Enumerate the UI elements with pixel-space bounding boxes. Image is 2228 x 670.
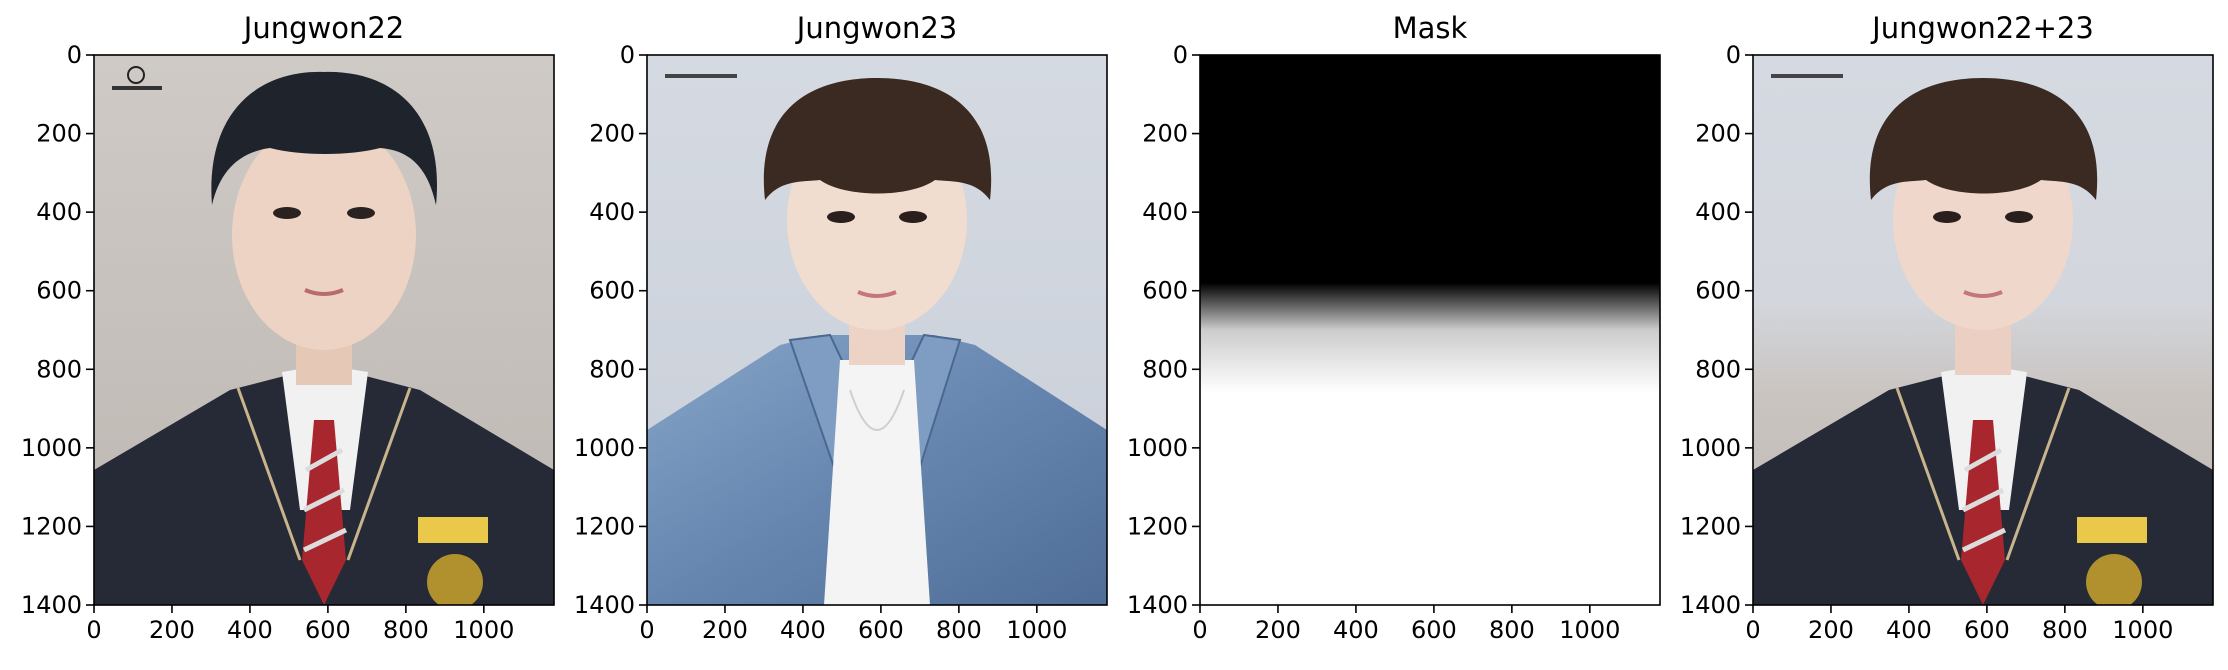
photo-jungwon22	[94, 55, 554, 605]
y-tick-label: 0	[1726, 41, 1741, 69]
y-tick-label: 1000	[1680, 434, 1741, 462]
x-tick-label: 400	[1886, 616, 1932, 644]
logo-mark	[112, 66, 162, 90]
x-tick-label: 1000	[1006, 616, 1067, 644]
y-axis: 0 200 400 600 800 1000 1200 1400	[1680, 41, 1753, 619]
y-tick-label: 1000	[21, 434, 82, 462]
x-tick-label: 1000	[2112, 616, 2173, 644]
y-tick-label: 400	[589, 198, 635, 226]
panel-jungwon22: Jungwon22	[21, 11, 555, 644]
y-tick-label: 600	[1695, 277, 1741, 305]
y-axis: 0 200 400 600 800 1000 1200 1400	[574, 41, 647, 619]
x-axis: 0 200 400 600 800 1000	[1192, 605, 1620, 644]
x-tick-label: 800	[936, 616, 982, 644]
x-tick-label: 200	[1808, 616, 1854, 644]
y-tick-label: 800	[1695, 355, 1741, 383]
y-tick-label: 1200	[1680, 512, 1741, 540]
x-tick-label: 1000	[453, 616, 514, 644]
y-axis: 0 200 400 600 800 1000 1200 1400	[21, 41, 94, 619]
y-tick-label: 400	[1142, 198, 1188, 226]
photo-jungwon23	[647, 55, 1107, 605]
y-tick-label: 1000	[574, 434, 635, 462]
y-tick-label: 0	[67, 41, 82, 69]
y-tick-label: 600	[36, 277, 82, 305]
panel-title: Jungwon22	[242, 11, 404, 45]
y-tick-label: 1400	[574, 591, 635, 619]
y-tick-label: 800	[1142, 355, 1188, 383]
y-tick-label: 200	[36, 120, 82, 148]
x-tick-label: 200	[149, 616, 195, 644]
y-tick-label: 0	[1173, 41, 1188, 69]
x-tick-label: 0	[639, 616, 654, 644]
x-tick-label: 600	[1411, 616, 1457, 644]
panel-title: Jungwon22+23	[1870, 11, 2094, 45]
x-tick-label: 0	[1745, 616, 1760, 644]
y-axis: 0 200 400 600 800 1000 1200 1400	[1127, 41, 1200, 619]
y-tick-label: 1400	[1127, 591, 1188, 619]
y-tick-label: 200	[589, 120, 635, 148]
x-tick-label: 0	[1192, 616, 1207, 644]
panel-title: Mask	[1393, 11, 1468, 45]
y-tick-label: 600	[1142, 277, 1188, 305]
y-tick-label: 400	[1695, 198, 1741, 226]
photo-jungwon22-23	[1753, 55, 2213, 605]
y-tick-label: 1200	[1127, 512, 1188, 540]
mask-gradient-image	[1200, 55, 1660, 605]
x-tick-label: 600	[305, 616, 351, 644]
y-tick-label: 600	[589, 277, 635, 305]
x-tick-label: 400	[780, 616, 826, 644]
panel-mask: Mask 0 200 400 600 800 1000 0 200 400 600 800 1000…	[1127, 11, 1661, 644]
y-tick-label: 800	[36, 355, 82, 383]
y-tick-label: 400	[36, 198, 82, 226]
x-tick-label: 800	[2042, 616, 2088, 644]
y-tick-label: 200	[1695, 120, 1741, 148]
logo-mark	[1771, 74, 1843, 78]
y-tick-label: 1400	[1680, 591, 1741, 619]
x-tick-label: 800	[383, 616, 429, 644]
x-axis: 0 200 400 600 800 1000	[1745, 605, 2173, 644]
x-tick-label: 1000	[1559, 616, 1620, 644]
x-axis: 0 200 400 600 800 1000	[639, 605, 1067, 644]
y-tick-label: 200	[1142, 120, 1188, 148]
y-tick-label: 1000	[1127, 434, 1188, 462]
panel-title: Jungwon23	[795, 11, 957, 45]
logo-mark	[665, 74, 737, 78]
x-tick-label: 800	[1489, 616, 1535, 644]
x-tick-label: 600	[1964, 616, 2010, 644]
x-tick-label: 400	[1333, 616, 1379, 644]
x-tick-label: 200	[702, 616, 748, 644]
x-tick-label: 0	[86, 616, 101, 644]
y-tick-label: 1200	[574, 512, 635, 540]
y-tick-label: 1200	[21, 512, 82, 540]
y-tick-label: 1400	[21, 591, 82, 619]
x-tick-label: 600	[858, 616, 904, 644]
y-tick-label: 0	[620, 41, 635, 69]
x-tick-label: 400	[227, 616, 273, 644]
panel-jungwon23: Jungwon23 0 200 400 600 800 1000 02	[574, 11, 1108, 644]
y-tick-label: 800	[589, 355, 635, 383]
x-tick-label: 200	[1255, 616, 1301, 644]
x-axis: 0 200 400 600 800 1000	[86, 605, 514, 644]
